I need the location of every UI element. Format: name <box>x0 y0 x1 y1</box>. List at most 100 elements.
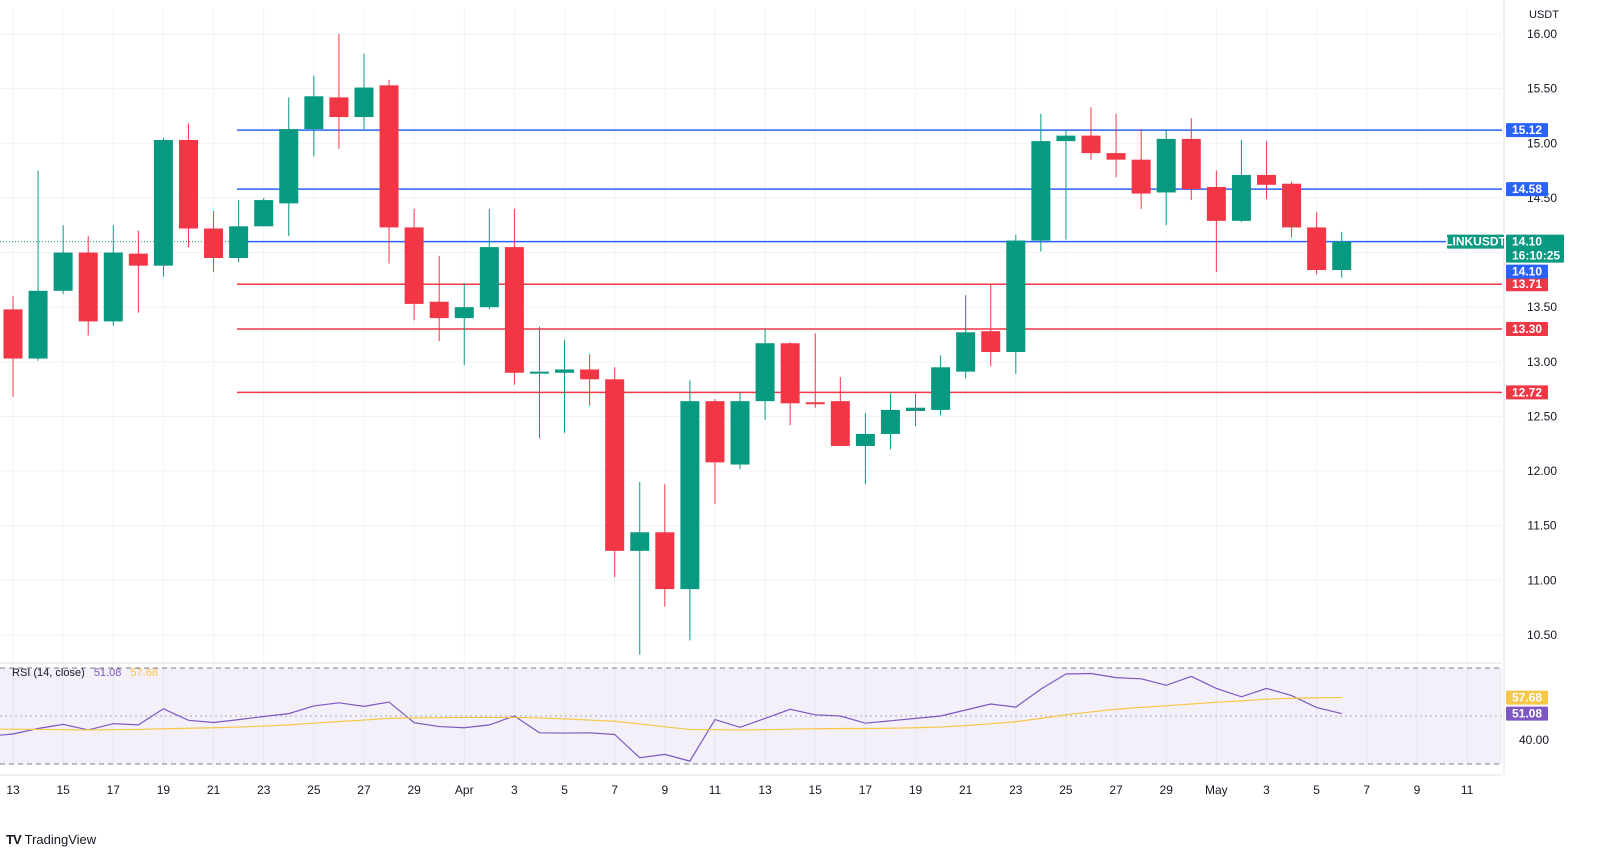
candle-body <box>178 139 198 229</box>
candle-body <box>1206 186 1226 221</box>
candle <box>304 75 324 157</box>
tradingview-logo[interactable]: TV TradingView <box>6 832 96 847</box>
candle <box>229 200 249 263</box>
candle <box>880 393 900 450</box>
candle-body <box>1282 183 1302 228</box>
time-tick-label: 25 <box>307 783 321 797</box>
candle <box>128 230 148 313</box>
time-tick-label: May <box>1205 783 1228 797</box>
time-tick-label: 7 <box>1363 783 1370 797</box>
rsi-value-tag-text: 51.08 <box>1512 707 1542 721</box>
rsi-ma-value-legend: 57.68 <box>130 667 158 679</box>
rsi-ma-tag: 57.68 <box>1506 690 1548 705</box>
candle <box>1106 113 1126 178</box>
candle-body <box>1056 135 1076 142</box>
time-tick-label: 23 <box>257 783 271 797</box>
candle <box>1282 181 1302 238</box>
time-axis: 13 15 17 19 21 23 25 27 29 Apr 3 5 7 9 11 13 15 17 19 21 23 2… <box>6 783 1473 797</box>
time-tick-label: 5 <box>1313 783 1320 797</box>
candle-body <box>655 532 675 590</box>
candle-body <box>680 401 700 590</box>
rsi-pane <box>0 667 1502 765</box>
rsi-value-tag-bg <box>1506 706 1548 721</box>
candle <box>981 284 1001 367</box>
candle <box>805 333 825 408</box>
support-resistance-levels <box>0 129 1502 394</box>
candle-body <box>705 401 725 463</box>
time-tick-label: 21 <box>959 783 973 797</box>
candle <box>956 295 976 379</box>
candle <box>454 283 474 366</box>
candle-body <box>1156 138 1176 193</box>
candle <box>830 377 850 446</box>
support-tag: 12.72 <box>1506 385 1548 400</box>
candle-body <box>855 433 875 446</box>
time-tick-label: 5 <box>561 783 568 797</box>
candle-body <box>504 247 524 373</box>
candle-body <box>103 252 123 322</box>
candle-body <box>53 252 73 291</box>
candle <box>1206 170 1226 273</box>
candle <box>254 197 274 227</box>
candle-body <box>479 247 499 308</box>
last-price-tag-bg <box>1506 234 1564 263</box>
candle <box>906 393 926 427</box>
grid-lines <box>0 0 1505 776</box>
candle-body <box>805 402 825 405</box>
candle-body <box>605 379 625 551</box>
candle <box>1056 130 1076 240</box>
candle-body <box>1257 174 1276 185</box>
candle <box>655 484 675 607</box>
candle <box>855 413 875 485</box>
candle-body <box>279 129 299 204</box>
price-tick-label: 15.00 <box>1527 136 1557 150</box>
time-tick-label: 29 <box>1160 783 1174 797</box>
support-tag-bg <box>1506 322 1548 337</box>
candle <box>1231 139 1251 222</box>
resistance-tag-text: 15.12 <box>1512 123 1542 137</box>
candle <box>931 355 951 416</box>
candle <box>705 398 725 504</box>
candle <box>630 482 650 655</box>
candle <box>354 53 374 130</box>
time-tick-label: 15 <box>809 783 823 797</box>
time-tick-label: 17 <box>859 783 873 797</box>
candles <box>3 34 1352 655</box>
candle-body <box>304 96 324 130</box>
price-tick-label: 11.00 <box>1527 573 1556 587</box>
candle <box>404 208 424 321</box>
candle-body <box>78 252 98 322</box>
candle <box>53 225 73 295</box>
candle <box>1156 130 1176 226</box>
time-tick-label: 23 <box>1009 783 1023 797</box>
resistance-current-tag-text: 14.10 <box>1512 265 1542 279</box>
candle-body <box>555 369 575 373</box>
candle-body <box>880 409 900 434</box>
time-tick-label: Apr <box>455 783 474 797</box>
candle-body <box>1006 240 1026 352</box>
rsi-ma-tag-bg <box>1506 690 1548 705</box>
support-tag-text: 12.72 <box>1512 385 1542 399</box>
candle <box>555 339 575 433</box>
time-tick-label: 9 <box>1414 783 1421 797</box>
candle-body <box>204 228 224 259</box>
price-tick-label: 10.50 <box>1527 628 1557 642</box>
candle-body <box>454 307 474 319</box>
rsi-label: RSI (14, close) <box>12 667 85 679</box>
candle-body <box>354 87 374 118</box>
time-tick-label: 3 <box>511 783 518 797</box>
candle-body <box>1131 159 1151 194</box>
candle <box>153 137 173 277</box>
candle-body <box>1081 135 1101 154</box>
price-tick-label: 11.50 <box>1527 519 1556 533</box>
candle-body <box>254 200 274 227</box>
candle <box>1006 235 1026 374</box>
time-tick-label: 9 <box>661 783 668 797</box>
time-tick-label: 15 <box>56 783 70 797</box>
candle-body <box>1181 138 1201 190</box>
resistance-current-tag: 14.10 <box>1506 264 1548 279</box>
tradingview-logo-icon: TV <box>6 832 22 847</box>
